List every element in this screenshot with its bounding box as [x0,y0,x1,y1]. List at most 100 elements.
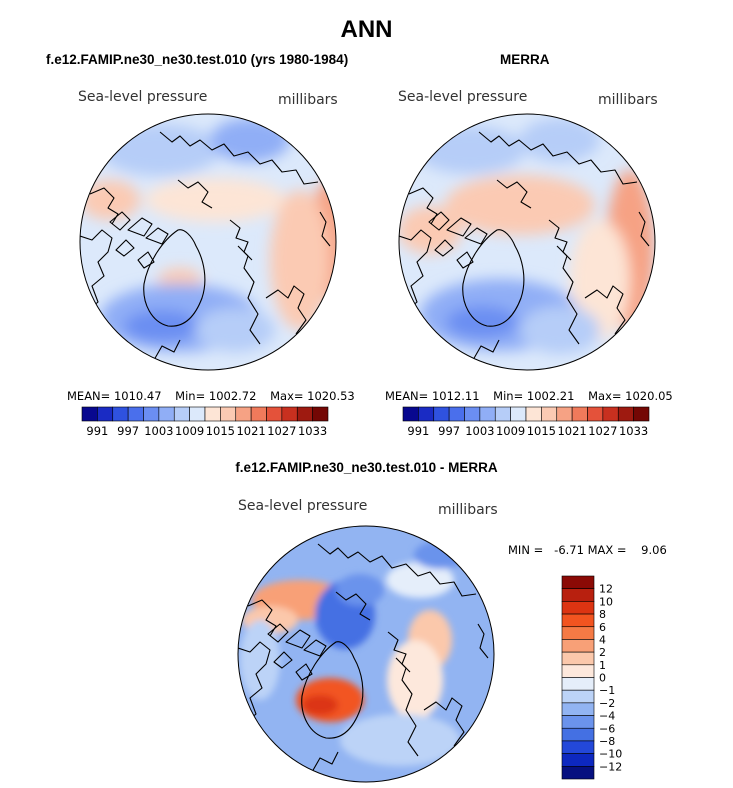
panel1-colorbar-tick-label: 1033 [298,424,327,438]
panel1-mean-value: 1010.47 [113,389,162,403]
panel2-colorbar-swatch [433,406,450,422]
panel1-colorbar-swatch [220,406,237,422]
panel3-colorbar-swatch [561,677,595,691]
panel2-colorbar-swatch [602,406,619,422]
panel3-colorbar-tick-label: 6 [599,621,606,634]
panel2-mean-label: MEAN= [385,389,429,403]
panel3-colorbar-swatch [561,601,595,615]
panel1-colorbar-swatch [204,406,221,422]
panel2-colorbar-tick-label: 1027 [588,424,617,438]
panel1-variable-label: Sea-level pressure [78,89,208,105]
panel1-colorbar-tick-label: 1021 [236,424,265,438]
panel1-max-value: 1020.53 [307,389,355,403]
panel3-colorbar-tick-label: −12 [599,760,622,773]
panel3-colorbar-swatch [561,588,595,602]
panel3-units-label: millibars [438,502,498,518]
panel2-colorbar-tick-label: 991 [407,424,429,438]
panel2-stats: MEAN= 1012.11 Min= 1002.21 Max= 1020.05 [385,389,673,403]
panel2-colorbar-swatch [571,406,588,422]
panel3-colorbar-swatch [561,626,595,640]
panel3-colorbar-tick-label: 10 [599,595,613,608]
panel1-colorbar-swatch [158,406,175,422]
panel3-colorbar-tick-label: −4 [599,710,615,723]
panel3-colorbar-tick-label: −6 [599,722,615,735]
panel3-colorbar-swatch [561,575,595,589]
panel2-colorbar-swatch [556,406,573,422]
panel2-colorbar-swatch [525,406,542,422]
panel1-colorbar-swatch [97,406,114,422]
panel3-variable-label: Sea-level pressure [238,498,368,514]
panel2-colorbar-swatch [448,406,465,422]
panel2-colorbar-swatch [402,406,419,422]
panel2-colorbar-swatch [479,406,496,422]
panel3-colorbar-tick-label: 4 [599,633,606,646]
panel1-colorbar-swatch [312,406,329,422]
panel1-min-label: Min= [175,389,206,403]
panel1-colorbar-swatch [235,406,252,422]
panel2-colorbar-swatch [510,406,527,422]
panel3-colorbar-swatch [561,727,595,742]
panel2-map [398,113,656,371]
panel2-colorbar-tick-label: 1033 [619,424,648,438]
panel3-colorbar-swatch [561,753,595,767]
panel1-colorbar-swatch [281,406,298,422]
panel1-max-label: Max= [270,389,304,403]
panel2-colorbar-tick-label: 1021 [557,424,586,438]
panel2-min-label: Min= [493,389,524,403]
panel1-colorbar-tick-label: 1027 [267,424,296,438]
panel3-colorbar-swatch [561,766,595,780]
panel1-colorbar-tick-label: 1015 [206,424,235,438]
panel2-colorbar-swatch [541,406,558,422]
panel3-colorbar-tick-label: −2 [599,697,615,710]
panel2-colorbar-swatch [617,406,634,422]
panel2-colorbar-swatch [633,406,650,422]
panel1-mean-label: MEAN= [67,389,111,403]
panel1-colorbar-tick-label: 991 [86,424,108,438]
panel2-max-label: Max= [588,389,622,403]
panel2-units-label: millibars [598,92,658,108]
panel2-colorbar-swatch [418,406,435,422]
panel2-variable-label: Sea-level pressure [398,89,528,105]
figure-title: ANN [340,16,393,43]
panel3-colorbar-swatch [561,664,595,678]
panel3-map [237,525,495,783]
panel1-heading: f.e12.FAMIP.ne30_ne30.test.010 (yrs 1980… [46,52,349,67]
panel1-colorbar: 991 997 1003 1009 1015 1021 1027 1033 [81,406,329,438]
panel3-colorbar-tick-label: 0 [599,672,606,685]
panel1-colorbar-tick-label: 1003 [144,424,173,438]
panel3-colorbar-tick-label: 12 [599,583,613,596]
panel1-min-value: 1002.72 [208,389,257,403]
panel3-colorbar-swatch [561,715,595,729]
panel2-max-value: 1020.05 [625,389,673,403]
panel3-colorbar-swatch [561,689,595,704]
panel2-colorbar-swatch [464,406,481,422]
panel2-colorbar-swatch [587,406,604,422]
panel2-colorbar-tick-label: 1009 [496,424,525,438]
panel1-colorbar-swatch [143,406,160,422]
panel3-colorbar-swatch [561,639,595,653]
panel1-colorbar-swatch [266,406,283,422]
panel1-colorbar-swatch [296,406,313,422]
panel2-colorbar: 991 997 1003 1009 1015 1021 1027 1033 [402,406,650,438]
panel2-min-value: 1002.21 [526,389,575,403]
panel3-colorbar-tick-label: −8 [599,735,615,748]
panel3-colorbar-tick-label: 2 [599,646,606,659]
panel1-colorbar-swatch [189,406,206,422]
panel3-colorbar-swatch [561,702,595,716]
panel3-colorbar-swatch [561,613,595,628]
panel2-mean-value: 1012.11 [431,389,480,403]
panel3-heading: f.e12.FAMIP.ne30_ne30.test.010 - MERRA [235,460,498,475]
panel2-colorbar-tick-label: 1015 [527,424,556,438]
panel1-colorbar-swatch [81,406,98,422]
panel1-units-label: millibars [278,92,338,108]
panel1-stats: MEAN= 1010.47 Min= 1002.72 Max= 1020.53 [67,389,355,403]
panel3-colorbar-tick-label: −1 [599,684,615,697]
panel2-colorbar-tick-label: 997 [438,424,460,438]
panel3-colorbar-tick-label: −10 [599,748,622,761]
panel1-colorbar-swatch [112,406,129,422]
panel1-colorbar-swatch [127,406,144,422]
panel3-colorbar-swatch [561,740,595,754]
panel3-stats: MIN = -6.71 MAX = 9.06 [508,543,667,557]
panel3-colorbar-tick-label: 8 [599,608,606,621]
